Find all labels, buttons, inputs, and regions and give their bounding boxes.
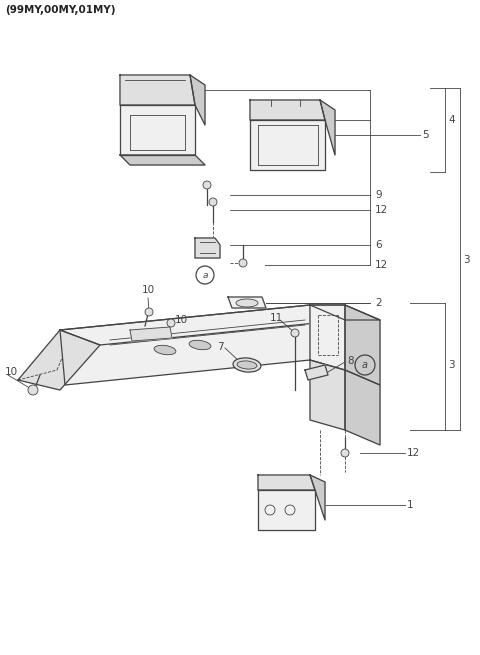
- Circle shape: [341, 449, 349, 457]
- Polygon shape: [310, 475, 325, 520]
- Ellipse shape: [236, 299, 258, 307]
- Polygon shape: [60, 305, 345, 345]
- Ellipse shape: [233, 358, 261, 372]
- Polygon shape: [310, 305, 380, 320]
- Polygon shape: [228, 297, 266, 308]
- Polygon shape: [120, 155, 205, 165]
- Polygon shape: [310, 360, 345, 430]
- Text: 7: 7: [216, 342, 223, 352]
- Ellipse shape: [154, 345, 176, 355]
- Text: 11: 11: [269, 313, 283, 323]
- Text: 9: 9: [375, 190, 382, 200]
- Text: a: a: [202, 271, 208, 280]
- Circle shape: [291, 329, 299, 337]
- Text: 12: 12: [407, 448, 420, 458]
- Polygon shape: [258, 475, 315, 490]
- Text: 10: 10: [142, 285, 155, 295]
- Polygon shape: [18, 330, 100, 390]
- Polygon shape: [60, 305, 310, 385]
- Polygon shape: [305, 365, 328, 380]
- Polygon shape: [195, 238, 220, 258]
- Ellipse shape: [189, 341, 211, 350]
- Polygon shape: [345, 370, 380, 445]
- Polygon shape: [120, 105, 195, 155]
- Text: 10: 10: [5, 367, 18, 377]
- Circle shape: [167, 319, 175, 327]
- Text: 12: 12: [375, 205, 388, 215]
- Circle shape: [209, 198, 217, 206]
- Text: 2: 2: [375, 298, 382, 308]
- Polygon shape: [258, 490, 315, 530]
- Text: 1: 1: [407, 500, 414, 510]
- Text: 3: 3: [448, 360, 455, 370]
- Text: a: a: [362, 360, 368, 370]
- Polygon shape: [130, 327, 172, 341]
- Text: 5: 5: [422, 130, 429, 140]
- Circle shape: [145, 308, 153, 316]
- Text: 3: 3: [463, 255, 469, 265]
- Text: 12: 12: [375, 260, 388, 270]
- Polygon shape: [120, 75, 195, 105]
- Text: 10: 10: [175, 315, 188, 325]
- Polygon shape: [310, 305, 345, 370]
- Polygon shape: [345, 305, 380, 385]
- Text: 4: 4: [448, 115, 455, 125]
- Text: 6: 6: [375, 240, 382, 250]
- Polygon shape: [320, 100, 335, 155]
- Circle shape: [28, 385, 38, 395]
- Polygon shape: [250, 120, 325, 170]
- Ellipse shape: [237, 361, 257, 369]
- Circle shape: [203, 181, 211, 189]
- Text: 8: 8: [347, 356, 354, 366]
- Text: (99MY,00MY,01MY): (99MY,00MY,01MY): [5, 5, 116, 15]
- Polygon shape: [250, 100, 325, 120]
- Polygon shape: [190, 75, 205, 125]
- Circle shape: [239, 259, 247, 267]
